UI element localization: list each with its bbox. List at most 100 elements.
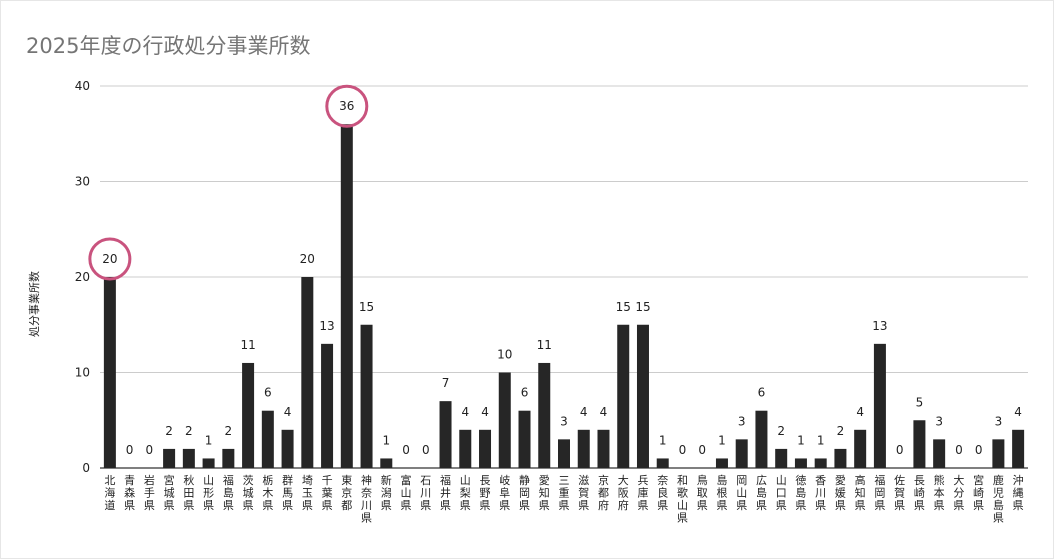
data-label-大分県: 0 — [955, 443, 963, 457]
data-label-山梨県: 4 — [461, 405, 469, 419]
category-label-大分県: 大分県 — [953, 473, 964, 512]
bar-長崎県 — [913, 420, 926, 468]
bar-愛媛県 — [834, 448, 847, 468]
data-label-徳島県: 1 — [797, 433, 805, 447]
y-tick-label: 20 — [75, 270, 90, 284]
category-label-茨城県: 茨城県 — [243, 473, 254, 512]
data-label-香川県: 1 — [817, 433, 825, 447]
bar-山形県 — [202, 458, 215, 468]
data-label-和歌山県: 0 — [679, 443, 687, 457]
data-label-茨城県: 11 — [240, 338, 255, 352]
data-label-群馬県: 4 — [284, 405, 292, 419]
y-tick-label: 10 — [75, 366, 90, 380]
category-label-山口県: 山口県 — [776, 474, 787, 512]
bar-秋田県 — [182, 448, 195, 468]
bar-滋賀県 — [577, 429, 590, 468]
y-axis-label: 処分事業所数 — [28, 271, 41, 337]
data-label-京都府: 4 — [600, 405, 608, 419]
data-label-富山県: 0 — [402, 443, 410, 457]
data-label-熊本県: 3 — [935, 414, 943, 428]
bar-新潟県 — [380, 458, 393, 468]
data-label-岡山県: 3 — [738, 414, 746, 428]
data-label-愛媛県: 2 — [837, 424, 845, 438]
chart-title: 2025年度の行政処分事業所数 — [26, 34, 311, 58]
bar-神奈川県 — [360, 324, 373, 468]
bar-福井県 — [439, 401, 452, 468]
category-label-京都府: 京都府 — [598, 473, 609, 512]
data-label-三重県: 3 — [560, 414, 568, 428]
category-label-滋賀県: 滋賀県 — [578, 474, 589, 512]
category-label-沖縄県: 沖縄県 — [1013, 474, 1024, 512]
data-label-宮城県: 2 — [165, 424, 173, 438]
category-label-埼玉県: 埼玉県 — [302, 473, 313, 512]
category-label-奈良県: 奈良県 — [657, 473, 668, 512]
category-label-青森県: 青森県 — [124, 474, 135, 512]
bar-熊本県 — [933, 439, 946, 468]
bar-岡山県 — [735, 439, 748, 468]
data-label-長崎県: 5 — [916, 395, 924, 409]
bar-兵庫県 — [636, 324, 649, 468]
category-label-鳥取県: 鳥取県 — [697, 473, 708, 512]
data-label-福島県: 2 — [225, 424, 233, 438]
bar-福岡県 — [873, 343, 886, 468]
bar-茨城県 — [242, 362, 255, 468]
y-tick-label: 40 — [75, 79, 90, 93]
data-label-新潟県: 1 — [382, 433, 390, 447]
category-label-北海道: 北海道 — [104, 474, 115, 512]
bar-鹿児島県 — [992, 439, 1005, 468]
bar-千葉県 — [321, 343, 334, 468]
highlight-circle-東京都 — [325, 84, 369, 128]
grid-lines — [100, 85, 1028, 469]
data-label-栃木県: 6 — [264, 386, 272, 400]
category-label-静岡県: 静岡県 — [519, 473, 530, 512]
data-label-広島県: 6 — [758, 386, 766, 400]
category-label-石川県: 石川県 — [420, 474, 431, 512]
bar-群馬県 — [281, 429, 294, 468]
data-label-滋賀県: 4 — [580, 405, 588, 419]
category-label-徳島県: 徳島県 — [795, 474, 806, 512]
data-label-福岡県: 13 — [872, 319, 887, 333]
bars — [103, 124, 1025, 468]
data-label-石川県: 0 — [422, 443, 430, 457]
category-label-岐阜県: 岐阜県 — [499, 474, 510, 512]
bar-長野県 — [479, 429, 492, 468]
category-label-東京都: 東京都 — [341, 474, 352, 512]
highlight-circle-北海道 — [88, 237, 132, 281]
data-label-千葉県: 13 — [319, 319, 334, 333]
data-label-鳥取県: 0 — [698, 443, 706, 457]
data-label-奈良県: 1 — [659, 433, 667, 447]
y-tick-label: 0 — [82, 461, 90, 475]
data-label-山形県: 1 — [205, 433, 213, 447]
bar-東京都 — [340, 124, 353, 468]
bar-京都府 — [597, 429, 610, 468]
bar-沖縄県 — [1012, 429, 1025, 468]
category-label-広島県: 広島県 — [756, 474, 767, 512]
highlight-circles — [88, 84, 369, 281]
data-label-兵庫県: 15 — [635, 300, 650, 314]
data-label-埼玉県: 20 — [300, 252, 315, 266]
bar-山口県 — [775, 448, 788, 468]
data-label-佐賀県: 0 — [896, 443, 904, 457]
category-labels: 北海道青森県岩手県宮城県秋田県山形県福島県茨城県栃木県群馬県埼玉県千葉県東京都神… — [104, 473, 1023, 525]
category-label-香川県: 香川県 — [815, 474, 826, 512]
category-label-福井県: 福井県 — [440, 473, 451, 512]
bar-島根県 — [715, 458, 728, 468]
data-label-山口県: 2 — [777, 424, 785, 438]
category-label-山梨県: 山梨県 — [460, 474, 471, 512]
category-label-宮城県: 宮城県 — [164, 473, 175, 512]
category-label-愛知県: 愛知県 — [539, 474, 550, 512]
bar-静岡県 — [518, 410, 531, 468]
bar-広島県 — [755, 410, 768, 468]
data-label-静岡県: 6 — [521, 386, 529, 400]
category-label-兵庫県: 兵庫県 — [637, 474, 648, 512]
category-label-島根県: 島根県 — [716, 473, 727, 512]
category-label-富山県: 富山県 — [401, 473, 412, 512]
data-label-青森県: 0 — [126, 443, 134, 457]
bar-高知県 — [854, 429, 867, 468]
bar-愛知県 — [538, 362, 551, 468]
category-label-栃木県: 栃木県 — [262, 473, 273, 512]
category-label-岩手県: 岩手県 — [144, 473, 155, 512]
category-label-長野県: 長野県 — [480, 474, 491, 512]
bar-三重県 — [558, 439, 570, 468]
